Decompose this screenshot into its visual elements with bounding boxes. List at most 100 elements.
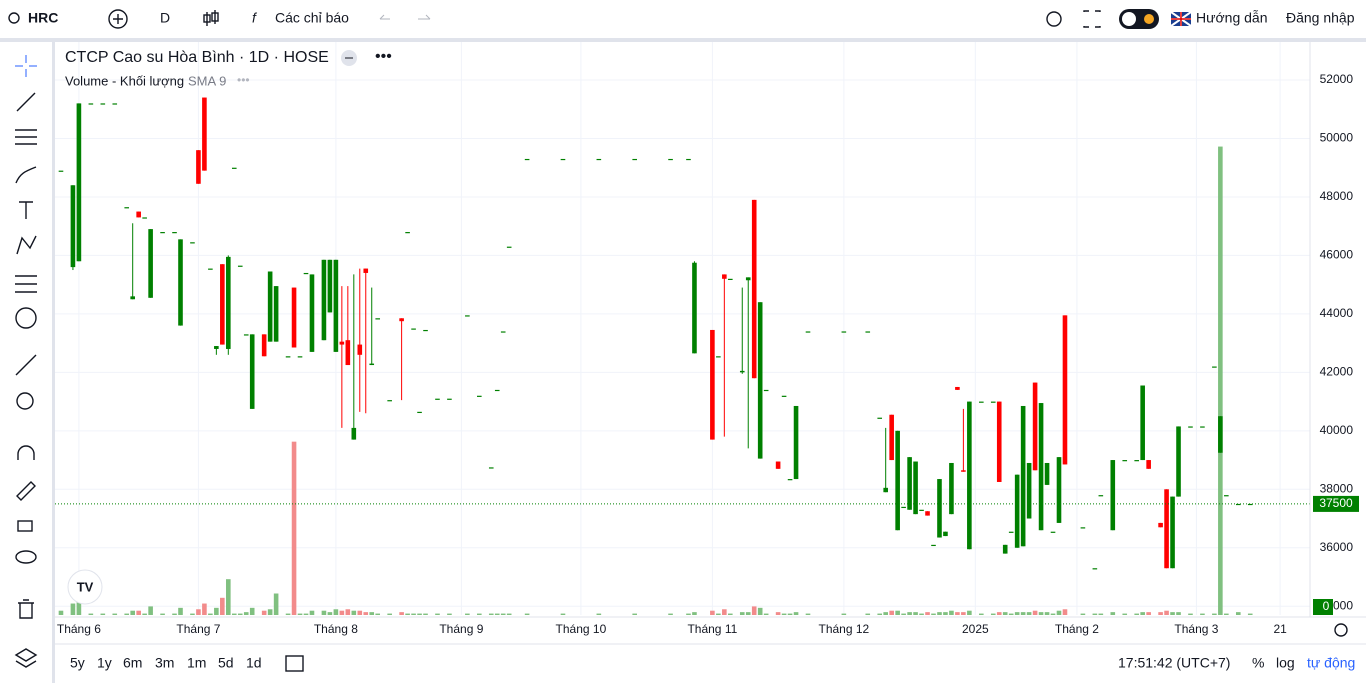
layers[interactable] xyxy=(14,648,38,668)
redo[interactable] xyxy=(418,14,431,20)
draw-mode[interactable] xyxy=(16,481,36,501)
volume-bar xyxy=(751,606,757,615)
undo[interactable] xyxy=(379,14,390,20)
login[interactable]: Đăng nhập xyxy=(1286,10,1355,26)
volume-bar xyxy=(291,441,297,615)
pattern-tool[interactable] xyxy=(16,235,37,255)
volume-bar xyxy=(1212,613,1217,615)
candle-body xyxy=(1098,495,1104,497)
logo[interactable] xyxy=(67,569,103,605)
measure-tool[interactable] xyxy=(15,354,37,376)
candle-body xyxy=(178,239,183,326)
y-tick-label: 44000 xyxy=(1320,306,1354,320)
candle-body xyxy=(190,242,195,244)
icon-tool[interactable] xyxy=(15,307,37,329)
lock-tool[interactable] xyxy=(17,520,33,532)
add-symbol[interactable] xyxy=(108,9,128,29)
candle-body xyxy=(763,389,769,392)
candle-body xyxy=(990,401,996,403)
range[interactable]: 6m xyxy=(123,655,142,671)
auto-toggle[interactable]: tự động xyxy=(1307,655,1355,671)
candle-body xyxy=(345,340,351,366)
volume-bar xyxy=(411,613,416,615)
candle-body xyxy=(100,103,106,105)
remove-tool[interactable] xyxy=(18,599,34,619)
candle-body xyxy=(160,232,165,234)
volume-bar xyxy=(931,613,936,615)
candle-body xyxy=(387,400,392,402)
axis-settings[interactable] xyxy=(1334,623,1348,637)
interval[interactable]: D xyxy=(160,10,170,26)
volume-bar xyxy=(190,613,195,615)
volume-bar xyxy=(417,613,422,615)
range[interactable]: 1d xyxy=(246,655,262,671)
candle-body xyxy=(805,331,811,333)
candle-body xyxy=(1176,426,1181,497)
range[interactable]: 1y xyxy=(97,655,112,671)
prediction-tool[interactable] xyxy=(15,275,37,293)
range[interactable]: 3m xyxy=(155,655,174,671)
fib-tool[interactable] xyxy=(15,129,37,145)
guide[interactable]: Hướng dẫn xyxy=(1196,10,1267,26)
x-tick-label: Tháng 9 xyxy=(439,622,483,636)
volume-bar xyxy=(363,612,369,615)
volume-bar xyxy=(261,610,267,615)
line-tool[interactable] xyxy=(16,92,36,112)
candle-body xyxy=(1014,474,1020,548)
log-toggle[interactable]: log xyxy=(1276,655,1295,671)
date-range[interactable] xyxy=(285,655,304,672)
volume-bar xyxy=(949,610,954,615)
flag-cross-red xyxy=(1171,12,1191,26)
volume-bar xyxy=(1158,612,1163,615)
volume-bar xyxy=(243,612,249,615)
volume-bar xyxy=(303,613,309,615)
candle-body xyxy=(1235,503,1241,506)
text-tool[interactable] xyxy=(19,201,33,219)
y-tick-label: 46000 xyxy=(1320,248,1354,262)
volume-bar xyxy=(208,613,213,615)
indicators[interactable]: Các chỉ báo xyxy=(275,10,349,26)
more[interactable]: ••• xyxy=(375,48,392,65)
volume-bar xyxy=(196,609,201,615)
candle-body xyxy=(793,405,799,480)
volume-bar xyxy=(560,613,566,615)
volume-bar xyxy=(739,612,745,615)
magnet-tool[interactable] xyxy=(17,445,35,460)
x-tick-label: Tháng 7 xyxy=(176,622,220,636)
volume-bar xyxy=(160,613,165,615)
search-icon[interactable] xyxy=(8,12,20,24)
fx-icon: f xyxy=(252,10,258,26)
range[interactable]: 5d xyxy=(218,655,234,671)
candle-body xyxy=(447,398,452,400)
candle-body xyxy=(506,246,512,248)
visibility-tool[interactable] xyxy=(15,550,37,564)
candle-body xyxy=(1092,568,1098,570)
volume-bar xyxy=(405,613,410,615)
candle-body xyxy=(668,158,673,161)
brush-tool[interactable] xyxy=(15,166,37,184)
candle-body xyxy=(136,211,141,218)
volume-bar xyxy=(596,613,602,615)
candle-body xyxy=(1080,527,1086,529)
x-tick-label: Tháng 12 xyxy=(818,622,869,636)
crosshair-tool[interactable] xyxy=(15,55,37,77)
volume-bar xyxy=(895,610,900,615)
volume-bar xyxy=(172,613,177,615)
percent-toggle[interactable]: % xyxy=(1252,655,1264,671)
volume-bar xyxy=(889,610,894,615)
candle-body xyxy=(339,341,345,345)
volume-zero-label: 0 xyxy=(1323,599,1330,613)
y-tick-label: 48000 xyxy=(1320,189,1354,203)
candle-body xyxy=(363,268,369,273)
more[interactable]: ••• xyxy=(237,73,250,87)
range[interactable]: 1m xyxy=(187,655,206,671)
zoom-tool[interactable] xyxy=(16,392,34,410)
settings[interactable] xyxy=(1046,11,1062,27)
candle-body xyxy=(465,315,470,317)
candle-body xyxy=(357,344,363,355)
range[interactable]: 5y xyxy=(70,655,85,671)
symbol[interactable]: HRC xyxy=(28,10,58,26)
fullscreen[interactable] xyxy=(1083,10,1101,28)
chart-type-icon-body xyxy=(211,12,219,22)
candle-body xyxy=(757,302,763,459)
